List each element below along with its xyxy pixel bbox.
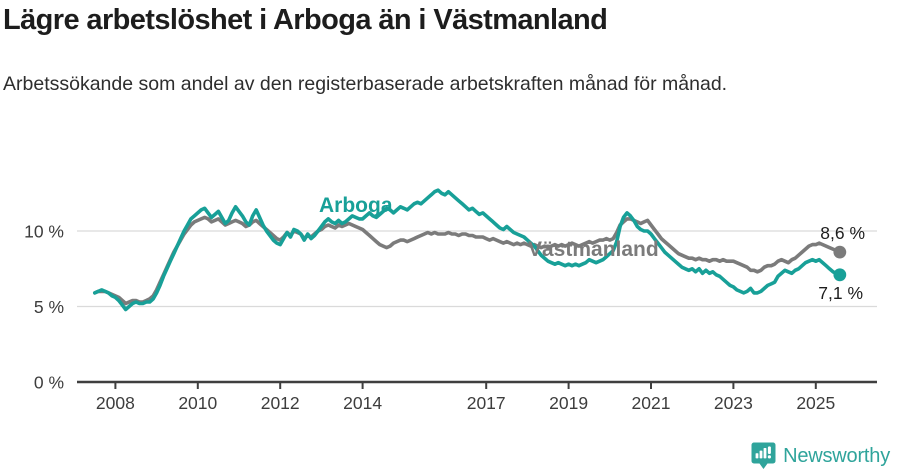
series-end-dot-arboga — [833, 268, 847, 282]
x-tick-label: 2008 — [96, 393, 135, 413]
y-tick-label: 0 % — [34, 373, 64, 393]
series-end-dot-västmanland — [833, 245, 847, 259]
x-tick-label: 2021 — [632, 393, 671, 413]
x-tick-label: 2014 — [343, 393, 382, 413]
page-title: Lägre arbetslöshet i Arboga än i Västman… — [3, 4, 608, 36]
x-tick-label: 2023 — [714, 393, 753, 413]
x-tick-label: 2012 — [261, 393, 300, 413]
y-tick-label: 5 % — [34, 297, 64, 317]
end-value-label-vastmanland: 8,6 % — [820, 223, 865, 243]
x-tick-label: 2019 — [549, 393, 588, 413]
x-tick-label: 2025 — [796, 393, 835, 413]
newsworthy-logo-icon — [751, 442, 776, 470]
x-tick-label: 2017 — [467, 393, 506, 413]
series-line-arboga — [93, 188, 842, 312]
series-label-arboga: Arboga — [319, 194, 393, 217]
newsworthy-branding: Newsworthy — [751, 441, 890, 471]
end-value-label-arboga: 7,1 % — [818, 283, 863, 303]
newsworthy-wordmark: Newsworthy — [783, 444, 890, 467]
x-tick-label: 2010 — [178, 393, 217, 413]
y-tick-label: 10 % — [24, 222, 64, 242]
chart-subtitle: Arbetssökande som andel av den registerb… — [3, 73, 728, 95]
series-line-västmanland — [93, 215, 842, 306]
series-label-vastmanland: Västmanland — [528, 238, 659, 261]
